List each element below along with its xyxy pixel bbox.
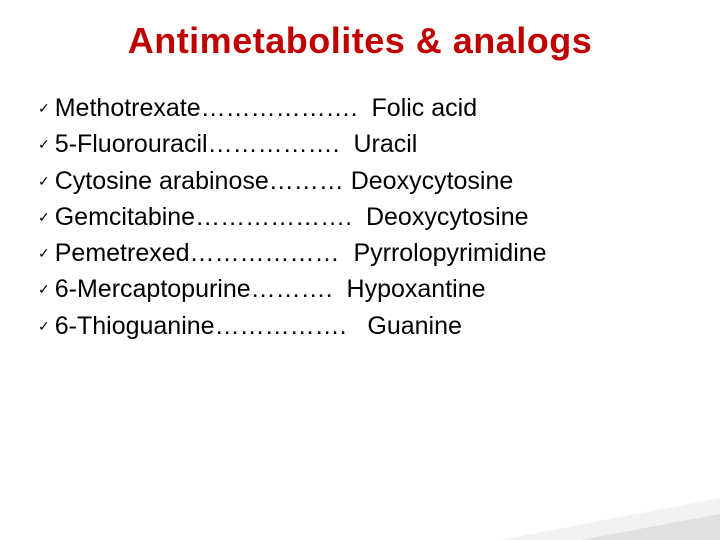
corner-decoration-inner [580, 514, 720, 540]
check-icon: ✓ [38, 243, 50, 263]
analog-name: Deoxycytosine [366, 199, 529, 235]
drug-name: Cytosine arabinose [55, 163, 269, 199]
analog-name: Pyrrolopyrimidine [353, 235, 546, 271]
list-item: ✓6-Thioguanine……………. Guanine [38, 308, 690, 344]
list-item: ✓Methotrexate………………. Folic acid [38, 90, 690, 126]
check-icon: ✓ [38, 134, 50, 154]
list-item: ✓5-Fluorouracil……………. Uracil [38, 126, 690, 162]
drug-name: Gemcitabine [55, 199, 195, 235]
drug-analog-list: ✓Methotrexate………………. Folic acid✓5-Fluoro… [30, 90, 690, 344]
check-icon: ✓ [38, 98, 50, 118]
check-icon: ✓ [38, 316, 50, 336]
spacing [333, 271, 347, 307]
check-icon: ✓ [38, 279, 50, 299]
drug-name: 5-Fluorouracil [55, 126, 208, 162]
dotted-leader: ……… [269, 163, 344, 199]
drug-name: Pemetrexed [55, 235, 190, 271]
spacing [358, 90, 372, 126]
dotted-leader: ………. [251, 271, 333, 307]
analog-name: Deoxycytosine [351, 163, 514, 199]
spacing [352, 199, 366, 235]
dotted-leader: ………………. [201, 90, 358, 126]
analog-name: Uracil [353, 126, 417, 162]
analog-name: Hypoxantine [347, 271, 486, 307]
spacing [340, 235, 354, 271]
analog-name: Guanine [367, 308, 462, 344]
analog-name: Folic acid [372, 90, 478, 126]
drug-name: 6-Mercaptopurine [55, 271, 251, 307]
dotted-leader: ……………. [208, 126, 340, 162]
slide-container: Antimetabolites & analogs ✓Methotrexate…… [0, 0, 720, 540]
spacing [347, 308, 368, 344]
slide-title: Antimetabolites & analogs [30, 20, 690, 62]
list-item: ✓Pemetrexed ……………… Pyrrolopyrimidine [38, 235, 690, 271]
dotted-leader: ……………. [215, 308, 347, 344]
list-item: ✓Gemcitabine………………. Deoxycytosine [38, 199, 690, 235]
list-item: ✓Cytosine arabinose……… Deoxycytosine [38, 163, 690, 199]
check-icon: ✓ [38, 207, 50, 227]
drug-name: 6-Thioguanine [55, 308, 215, 344]
dotted-leader: ……………… [190, 235, 340, 271]
check-icon: ✓ [38, 171, 50, 191]
dotted-leader: ………………. [195, 199, 352, 235]
spacing [340, 126, 354, 162]
spacing [344, 163, 351, 199]
drug-name: Methotrexate [55, 90, 201, 126]
list-item: ✓6-Mercaptopurine………. Hypoxantine [38, 271, 690, 307]
